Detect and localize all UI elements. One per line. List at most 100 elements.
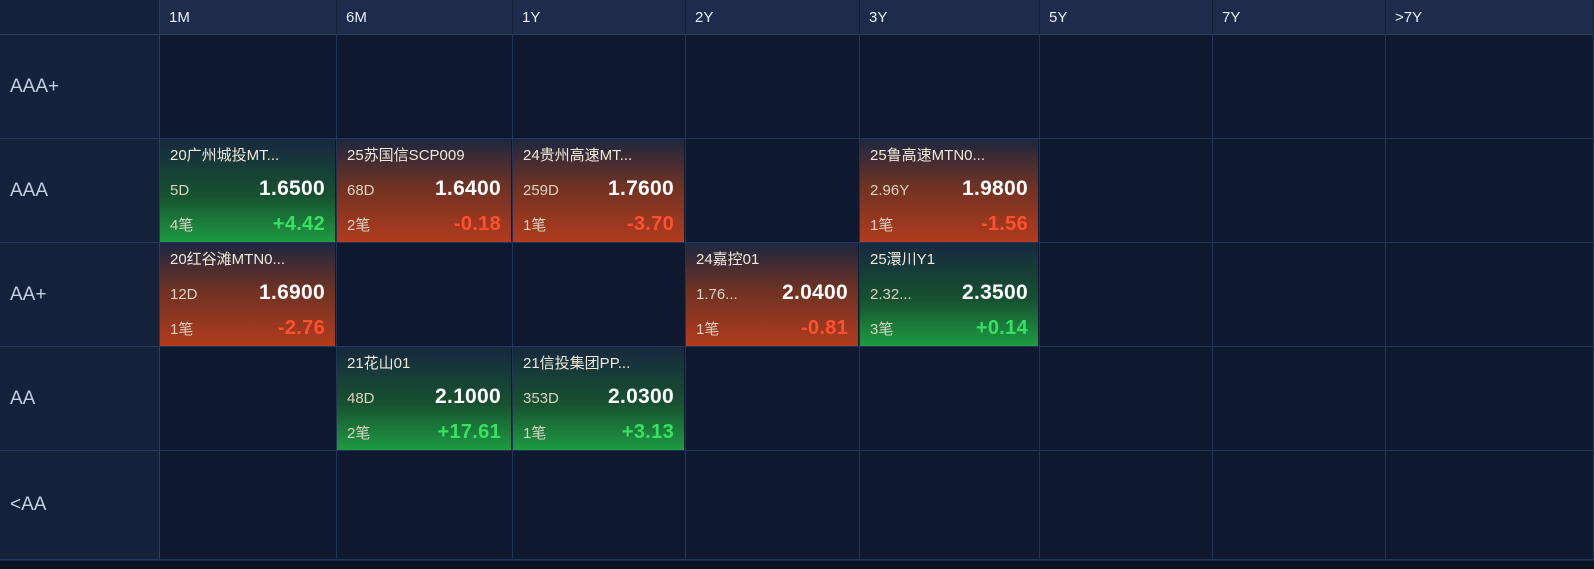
horizontal-scrollbar[interactable] bbox=[0, 560, 1594, 569]
column-header-label: 1Y bbox=[522, 8, 541, 26]
grid-cell-AAA+-2Y bbox=[686, 35, 860, 139]
bond-duration: 5D bbox=[170, 182, 190, 199]
bond-yield: 1.6500 bbox=[258, 177, 325, 200]
change-line: 4笔 +4.42 bbox=[170, 213, 325, 236]
bond-name: 25澴川Y1 bbox=[870, 251, 936, 268]
bond-name: 25苏国信SCP009 bbox=[347, 147, 465, 164]
bond-card[interactable]: 25澴川Y1 2.32... 2.3500 3笔 +0.14 bbox=[860, 243, 1038, 346]
row-label-AAA: AAA bbox=[0, 139, 160, 243]
bond-yield: 2.0400 bbox=[781, 281, 848, 304]
row-label-AA+: AA+ bbox=[0, 243, 160, 347]
bond-card[interactable]: 24贵州高速MT... 259D 1.7600 1笔 -3.70 bbox=[513, 139, 684, 242]
row-label-text: AA+ bbox=[10, 283, 47, 305]
yield-line: 2.96Y 1.9800 bbox=[870, 177, 1028, 201]
corner-cell bbox=[0, 0, 160, 35]
bond-duration: 2.96Y bbox=[870, 182, 910, 199]
change-line: 2笔 -0.18 bbox=[347, 213, 501, 236]
price-change: -0.81 bbox=[800, 317, 848, 339]
bond-name: 20广州城投MT... bbox=[170, 147, 280, 164]
grid-cell-AA+-1M: 20红谷滩MTN0... 12D 1.6900 1笔 -2.76 bbox=[160, 243, 337, 347]
grid-cell-AA+-6M bbox=[337, 243, 513, 347]
grid-cell-AAA-6M: 25苏国信SCP009 68D 1.6400 2笔 -0.18 bbox=[337, 139, 513, 243]
grid-cell-AA-2Y bbox=[686, 347, 860, 451]
grid-cell-AA+->7Y bbox=[1386, 243, 1594, 347]
column-header-label: 3Y bbox=[869, 8, 888, 26]
grid-cell-AAA+-1M bbox=[160, 35, 337, 139]
bond-yield: 2.0300 bbox=[607, 385, 674, 408]
row-label-AAA+: AAA+ bbox=[0, 35, 160, 139]
grid-cell-AA->7Y bbox=[1386, 347, 1594, 451]
grid-cell-AAA+-6M bbox=[337, 35, 513, 139]
trade-count: 1笔 bbox=[523, 217, 547, 234]
bond-card[interactable]: 24嘉控01 1.76... 2.0400 1笔 -0.81 bbox=[686, 243, 858, 346]
column-header-label: >7Y bbox=[1395, 8, 1423, 26]
price-change: -1.56 bbox=[980, 213, 1028, 235]
column-header-label: 7Y bbox=[1222, 8, 1241, 26]
row-label-<AA: <AA bbox=[0, 451, 160, 560]
grid-cell-<AA-3Y bbox=[860, 451, 1040, 560]
column-header-label: 6M bbox=[346, 8, 367, 26]
yield-line: 2.32... 2.3500 bbox=[870, 281, 1028, 305]
bond-duration: 259D bbox=[523, 182, 559, 199]
column-header-1M: 1M bbox=[160, 0, 337, 35]
column-header-6M: 6M bbox=[337, 0, 513, 35]
bond-card[interactable]: 21花山01 48D 2.1000 2笔 +17.61 bbox=[337, 347, 511, 450]
trade-count: 1笔 bbox=[696, 321, 720, 338]
grid-cell-<AA-7Y bbox=[1213, 451, 1386, 560]
column-header->7Y: >7Y bbox=[1386, 0, 1594, 35]
change-line: 1笔 -2.76 bbox=[170, 317, 325, 340]
yield-line: 5D 1.6500 bbox=[170, 177, 325, 201]
grid-cell-<AA-5Y bbox=[1040, 451, 1213, 560]
change-line: 2笔 +17.61 bbox=[347, 421, 501, 444]
grid-cell-AAA-1M: 20广州城投MT... 5D 1.6500 4笔 +4.42 bbox=[160, 139, 337, 243]
yield-line: 48D 2.1000 bbox=[347, 385, 501, 409]
column-header-3Y: 3Y bbox=[860, 0, 1040, 35]
bond-card[interactable]: 21信投集团PP... 353D 2.0300 1笔 +3.13 bbox=[513, 347, 684, 450]
grid-cell-AA-1Y: 21信投集团PP... 353D 2.0300 1笔 +3.13 bbox=[513, 347, 686, 451]
row-label-AA: AA bbox=[0, 347, 160, 451]
grid-cell-AA-1M bbox=[160, 347, 337, 451]
change-line: 1笔 -1.56 bbox=[870, 213, 1028, 236]
grid-cell-AAA->7Y bbox=[1386, 139, 1594, 243]
bond-yield: 1.6900 bbox=[258, 281, 325, 304]
grid-cell-AA-5Y bbox=[1040, 347, 1213, 451]
change-line: 1笔 +3.13 bbox=[523, 421, 674, 444]
change-line: 1笔 -0.81 bbox=[696, 317, 848, 340]
bond-name: 20红谷滩MTN0... bbox=[170, 251, 286, 268]
price-change: +3.13 bbox=[621, 421, 674, 443]
bond-duration: 1.76... bbox=[696, 286, 738, 303]
grid-cell-AAA-7Y bbox=[1213, 139, 1386, 243]
bond-card[interactable]: 20红谷滩MTN0... 12D 1.6900 1笔 -2.76 bbox=[160, 243, 335, 346]
bond-card[interactable]: 25鲁高速MTN0... 2.96Y 1.9800 1笔 -1.56 bbox=[860, 139, 1038, 242]
yield-line: 353D 2.0300 bbox=[523, 385, 674, 409]
bond-duration: 2.32... bbox=[870, 286, 912, 303]
grid-cell-AA-7Y bbox=[1213, 347, 1386, 451]
bond-yield: 2.1000 bbox=[434, 385, 501, 408]
column-header-label: 2Y bbox=[695, 8, 714, 26]
change-line: 3笔 +0.14 bbox=[870, 317, 1028, 340]
grid-cell-AAA-5Y bbox=[1040, 139, 1213, 243]
price-change: -3.70 bbox=[626, 213, 674, 235]
grid-cell-AA-3Y bbox=[860, 347, 1040, 451]
grid-cell-AAA-1Y: 24贵州高速MT... 259D 1.7600 1笔 -3.70 bbox=[513, 139, 686, 243]
price-change: -2.76 bbox=[277, 317, 325, 339]
bond-yield: 2.3500 bbox=[961, 281, 1028, 304]
trade-count: 2笔 bbox=[347, 217, 371, 234]
row-label-text: <AA bbox=[10, 494, 47, 515]
bond-duration: 48D bbox=[347, 390, 375, 407]
yield-line: 1.76... 2.0400 bbox=[696, 281, 848, 305]
column-header-1Y: 1Y bbox=[513, 0, 686, 35]
grid-cell-AAA+-7Y bbox=[1213, 35, 1386, 139]
price-change: -0.18 bbox=[453, 213, 501, 235]
grid-cell-<AA-1Y bbox=[513, 451, 686, 560]
price-change: +17.61 bbox=[437, 421, 501, 443]
bond-card[interactable]: 20广州城投MT... 5D 1.6500 4笔 +4.42 bbox=[160, 139, 335, 242]
bond-duration: 12D bbox=[170, 286, 198, 303]
grid-cell-<AA->7Y bbox=[1386, 451, 1594, 560]
grid-cell-AAA+-1Y bbox=[513, 35, 686, 139]
bond-card[interactable]: 25苏国信SCP009 68D 1.6400 2笔 -0.18 bbox=[337, 139, 511, 242]
yield-line: 259D 1.7600 bbox=[523, 177, 674, 201]
trade-count: 4笔 bbox=[170, 217, 194, 234]
grid-cell-AA+-5Y bbox=[1040, 243, 1213, 347]
